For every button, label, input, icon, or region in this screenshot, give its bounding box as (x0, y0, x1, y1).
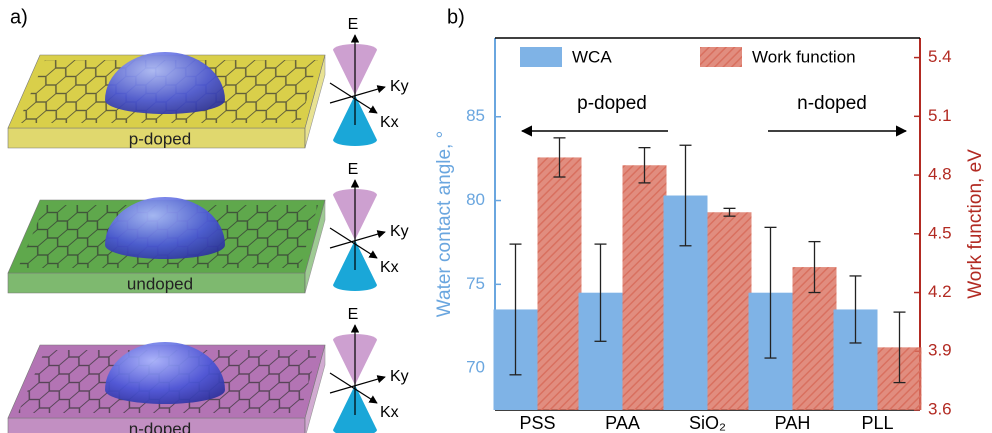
y2-tick-label: 4.5 (928, 223, 952, 242)
bar (708, 212, 752, 410)
y-tick-label: 70 (466, 358, 485, 377)
y2-tick-label: 5.4 (928, 47, 952, 66)
axis-label: Ky (390, 223, 409, 240)
y-tick-label: 75 (466, 274, 485, 293)
slab-label: p-doped (129, 129, 191, 148)
annotation: n-doped (797, 93, 867, 114)
x-tick-label: PLL (861, 413, 893, 433)
slab-label: undoped (127, 274, 193, 293)
panel-label: b) (447, 6, 465, 28)
legend-label: Work function (752, 47, 856, 66)
axis-label: Ky (390, 78, 409, 95)
x-tick-label: SiO₂ (689, 413, 726, 433)
axis-label: Ky (390, 368, 409, 385)
legend-swatch (700, 47, 742, 67)
y-tick-label: 80 (466, 190, 485, 209)
panel-b: b) 70 75 80 85 3.6 3.9 4.2 4.5 4.8 5.1 5.4 Water co… (434, 6, 986, 432)
axis-label: Kx (380, 114, 399, 131)
bar (623, 165, 667, 410)
panel-a: a) p-doped E Ky Kx undoped E Ky Kx n-doped E Ky Kx (8, 6, 409, 433)
y2-tick-label: 4.8 (928, 165, 952, 184)
y2-axis-title: Work function, eV (965, 149, 986, 299)
legend-swatch (520, 47, 562, 67)
y2-tick-label: 3.9 (928, 341, 952, 360)
y2-tick-label: 3.6 (928, 399, 952, 418)
y-axis-title: Water contact angle, ° (434, 131, 455, 317)
y-tick-label: 85 (466, 106, 485, 125)
legend-label: WCA (572, 47, 612, 66)
annotation: p-doped (577, 93, 647, 114)
y2-tick-label: 4.2 (928, 282, 952, 301)
axis-label: E (348, 161, 359, 178)
page: {"panel_a": {"label": "a)", "slabs": [ {… (0, 0, 992, 433)
x-tick-label: PSS (519, 413, 555, 433)
panel-label: a) (10, 6, 28, 28)
axis-label: Kx (380, 259, 399, 276)
axis-label: E (348, 16, 359, 33)
slab-label: n-doped (129, 419, 191, 433)
x-tick-label: PAH (775, 413, 811, 433)
x-tick-label: PAA (605, 413, 640, 433)
bar (538, 157, 582, 410)
axis-label: E (348, 306, 359, 323)
axis-label: Kx (380, 404, 399, 421)
figure: a) p-dopedEKyKxundopedEKyKxn-dopedEKyKx … (0, 0, 992, 433)
y2-tick-label: 5.1 (928, 106, 952, 125)
